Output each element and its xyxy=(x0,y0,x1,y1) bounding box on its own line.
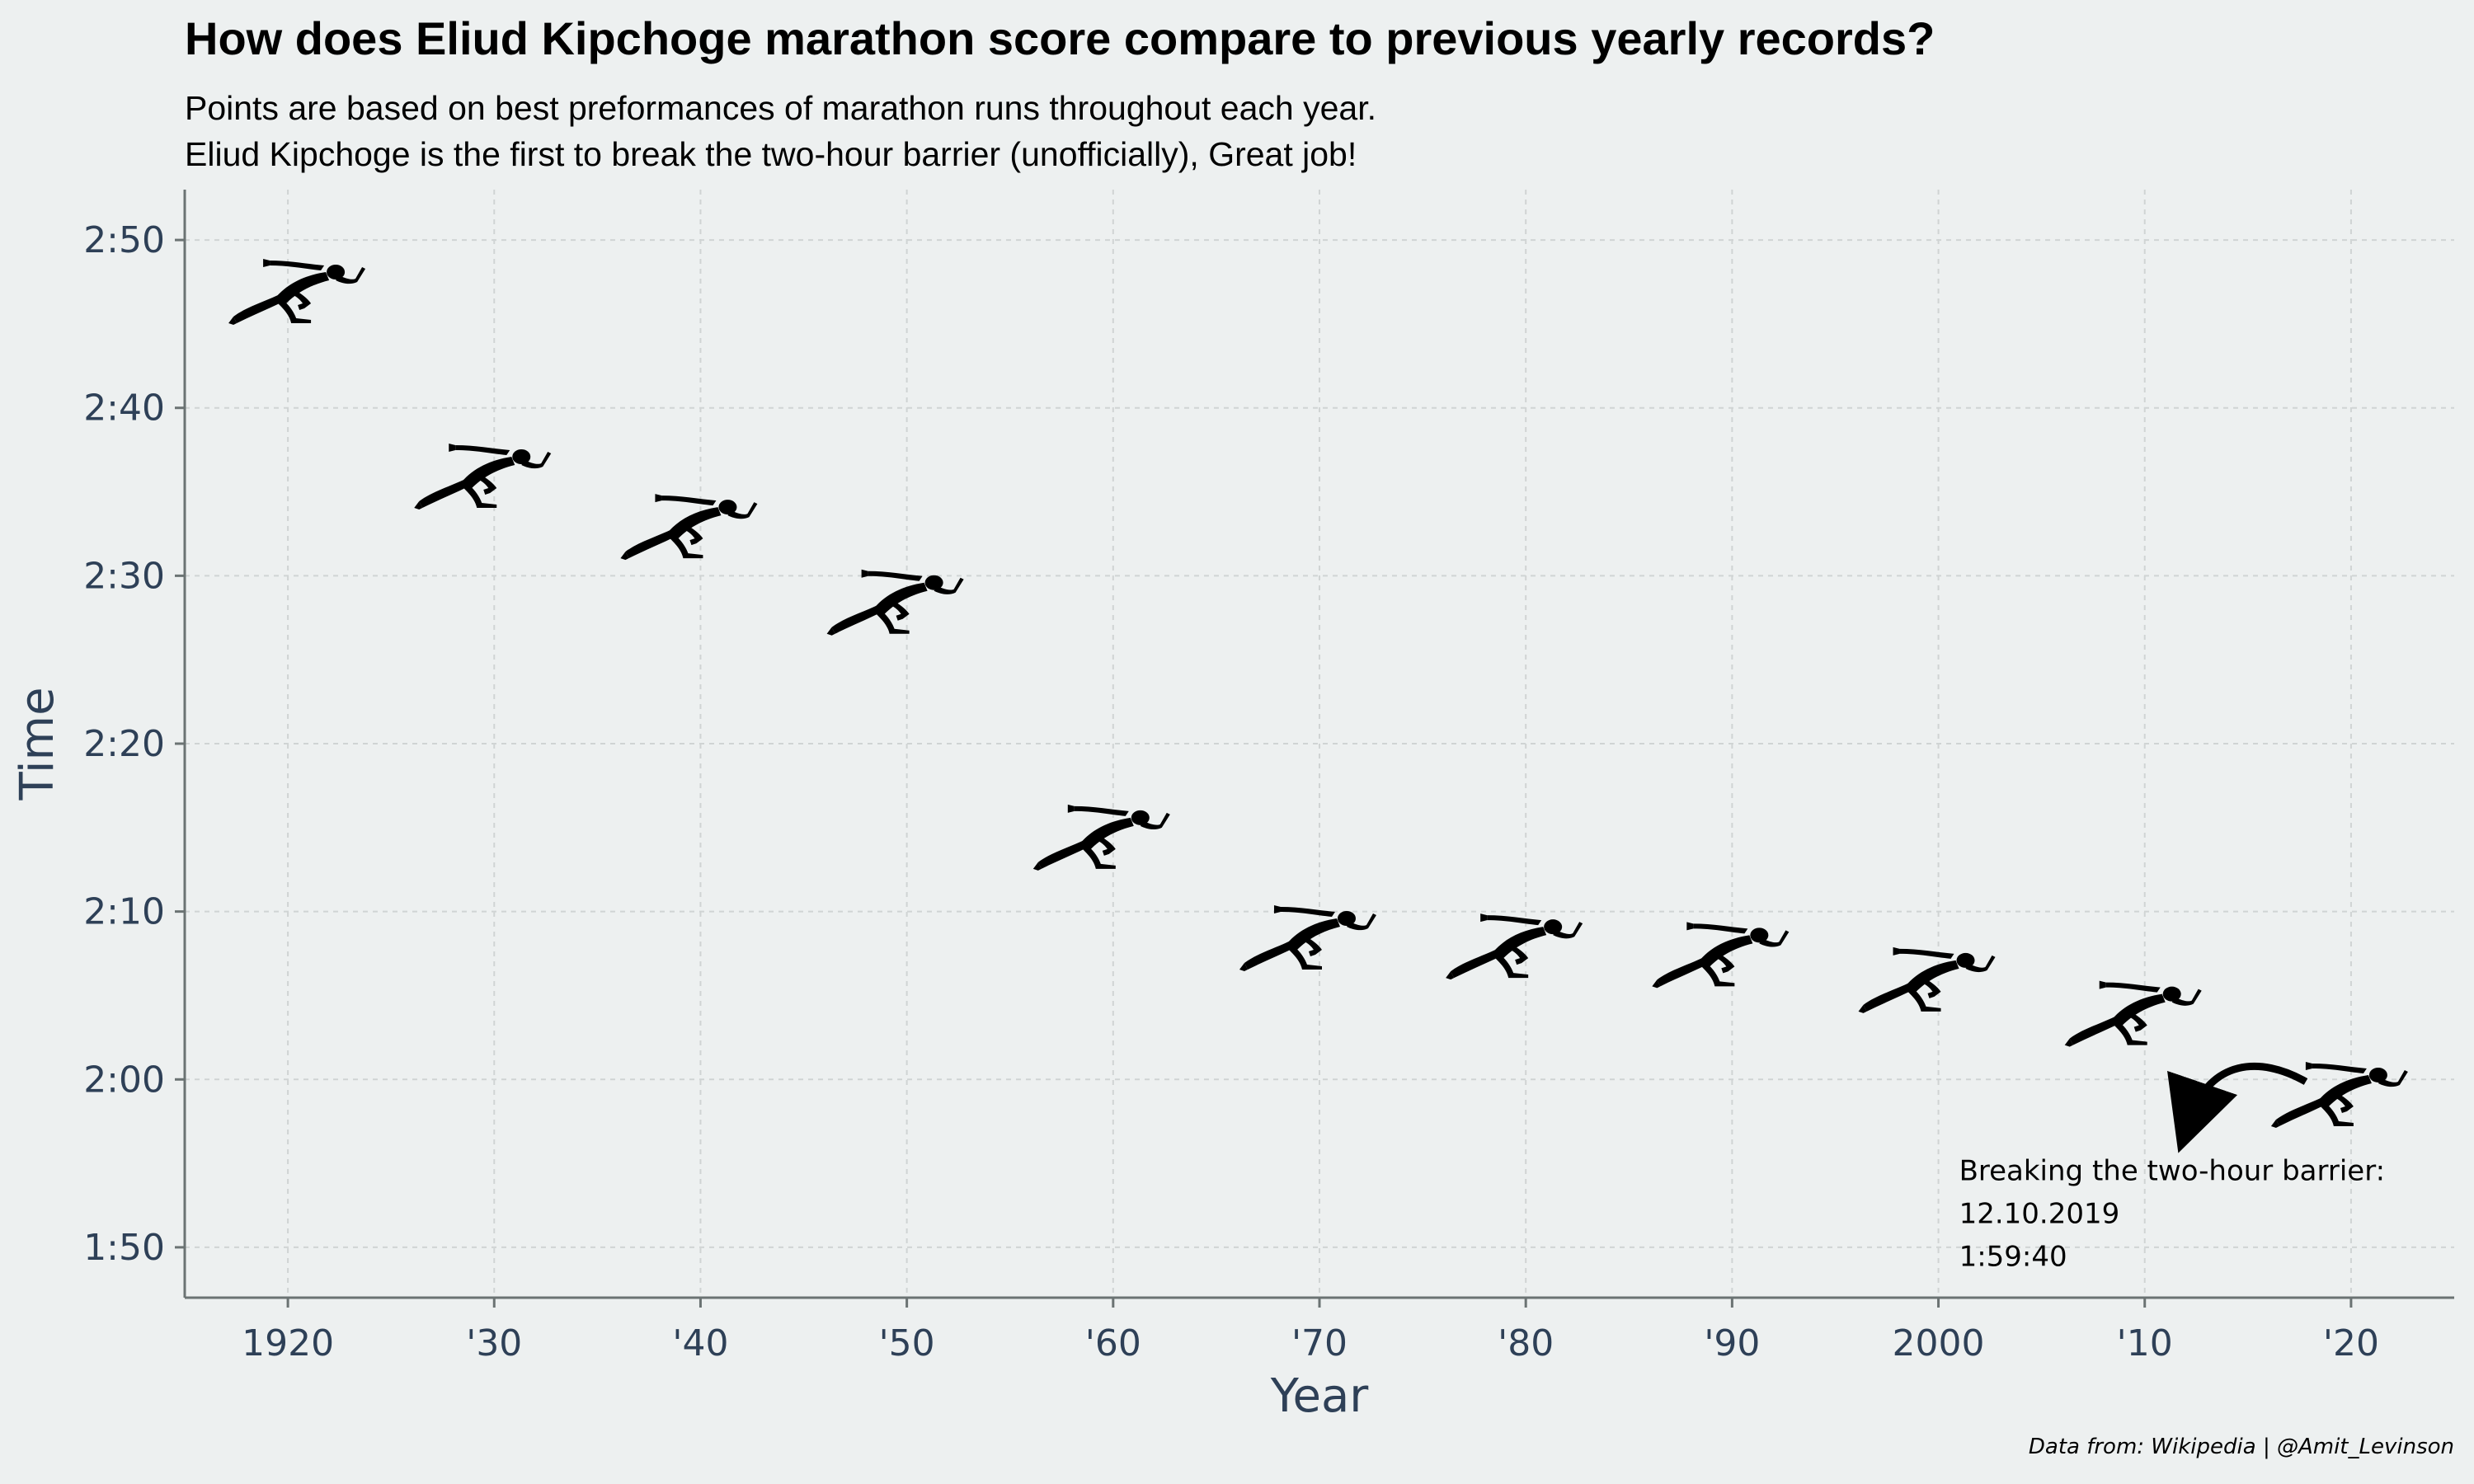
sprinter-icon xyxy=(826,569,964,636)
y-tick-label: 1:50 xyxy=(83,1227,165,1269)
sprinter-icon xyxy=(620,494,758,561)
x-tick-label: '20 xyxy=(2323,1322,2379,1364)
x-tick-label: '60 xyxy=(1085,1322,1141,1364)
chart-subtitle-line-2: Eliud Kipchoge is the first to break the… xyxy=(185,135,1357,173)
y-tick-label: 2:20 xyxy=(83,723,165,765)
y-tick-label: 2:00 xyxy=(83,1059,165,1101)
x-tick-label: '10 xyxy=(2117,1322,2173,1364)
y-axis-ticks: 1:50 2:00 2:10 2:20 2:30 2:40 2:50 xyxy=(83,219,185,1269)
data-points xyxy=(228,259,2408,1128)
x-tick-label: '40 xyxy=(672,1322,728,1364)
record-annotation: Breaking the two-hour barrier: 12.10.2019… xyxy=(1959,1154,2386,1273)
sprinter-icon xyxy=(1858,946,1996,1013)
x-axis-label: Year xyxy=(1270,1369,1370,1423)
y-tick-label: 2:30 xyxy=(83,555,165,597)
sprinter-icon xyxy=(1032,804,1170,871)
record-arrow xyxy=(2167,1063,2308,1153)
x-tick-label: 2000 xyxy=(1893,1322,1985,1364)
annotation-line: 1:59:40 xyxy=(1959,1240,2067,1273)
x-tick-label: 1920 xyxy=(242,1322,334,1364)
sprinter-icon xyxy=(1652,922,1790,989)
annotation-line: Breaking the two-hour barrier: xyxy=(1959,1154,2386,1187)
y-tick-label: 2:10 xyxy=(83,891,165,933)
annotation-line: 12.10.2019 xyxy=(1959,1197,2120,1230)
sprinter-icon xyxy=(1239,905,1376,971)
x-tick-label: '90 xyxy=(1704,1322,1760,1364)
data-source-caption: Data from: Wikipedia | @Amit_Levinson xyxy=(2028,1435,2454,1459)
sprinter-icon xyxy=(228,259,366,325)
chart-title: How does Eliud Kipchoge marathon score c… xyxy=(185,12,1935,64)
sprinter-icon xyxy=(2064,980,2202,1047)
chart-subtitle-line-1: Points are based on best preformances of… xyxy=(185,89,1376,127)
sprinter-icon xyxy=(414,444,552,510)
y-axis-label: Time xyxy=(11,687,64,801)
x-axis-ticks: 1920 '30 '40 '50 '60 '70 '80 '90 2000 '10 '20 xyxy=(242,1298,2379,1364)
sprinter-icon xyxy=(1446,913,1583,980)
y-tick-label: 2:40 xyxy=(83,387,165,430)
x-tick-label: '80 xyxy=(1498,1322,1554,1364)
grid-lines xyxy=(185,190,2454,1298)
x-tick-label: '70 xyxy=(1291,1322,1348,1364)
y-tick-label: 2:50 xyxy=(83,219,165,261)
x-tick-label: '50 xyxy=(879,1322,935,1364)
x-tick-label: '30 xyxy=(466,1322,522,1364)
